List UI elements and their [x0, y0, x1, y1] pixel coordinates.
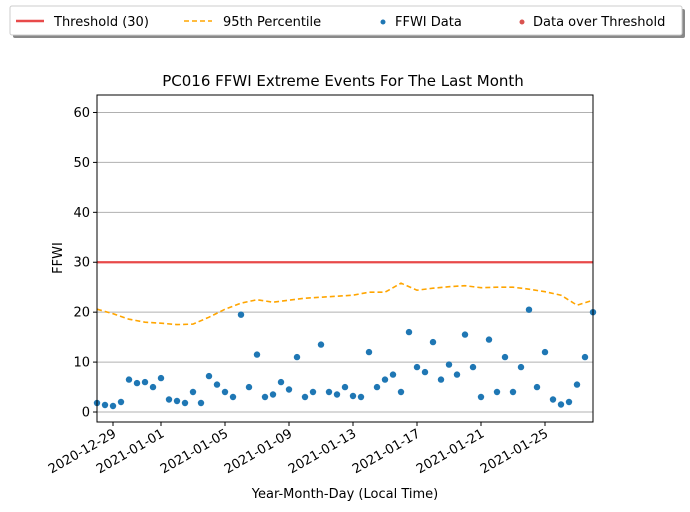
- ffwi-point: [229, 393, 237, 401]
- legend-over-threshold-swatch: [519, 19, 525, 25]
- y-tick-label: 30: [73, 256, 90, 271]
- x-tick-label: 2021-01-25: [478, 426, 551, 477]
- ffwi-point: [341, 383, 349, 391]
- percentile-series: [96, 282, 594, 326]
- ffwi-point: [101, 401, 109, 409]
- ffwi-point: [581, 353, 589, 361]
- ffwi-point: [261, 393, 269, 401]
- ffwi-point: [293, 353, 301, 361]
- ffwi-point: [437, 376, 445, 383]
- ffwi-point: [165, 396, 173, 403]
- legend-ffwi-label: FFWI Data: [395, 15, 462, 30]
- ffwi-point: [501, 353, 509, 361]
- ffwi-point: [485, 336, 493, 343]
- x-tick-label: 2021-01-13: [286, 426, 359, 477]
- ffwi-point: [397, 388, 405, 396]
- y-tick-label: 40: [73, 206, 90, 221]
- ffwi-point: [389, 371, 397, 378]
- ffwi-point: [197, 399, 205, 407]
- ffwi-point: [221, 388, 229, 396]
- ffwi-point: [245, 383, 253, 391]
- ffwi-point: [237, 311, 245, 318]
- ffwi-point: [189, 388, 197, 396]
- x-axis-ticks: 2020-12-292021-01-012021-01-052021-01-09…: [46, 422, 551, 477]
- ffwi-point: [149, 383, 157, 391]
- x-tick-label: 2021-01-21: [414, 426, 487, 477]
- x-tick-label: 2021-01-05: [158, 426, 231, 477]
- ffwi-point: [181, 399, 189, 407]
- percentile-line: [96, 282, 594, 326]
- ffwi-point: [333, 391, 341, 398]
- ffwi-point: [461, 331, 469, 338]
- ffwi-point: [549, 396, 557, 403]
- ffwi-point: [565, 398, 573, 406]
- y-axis-ticks: 0 10 20 30 40 50 60: [73, 106, 97, 421]
- legend-over-threshold-label: Data over Threshold: [533, 15, 665, 30]
- ffwi-point: [349, 392, 357, 400]
- x-axis-label: Year-Month-Day (Local Time): [251, 487, 438, 502]
- ffwi-point: [517, 363, 525, 371]
- ffwi-point: [173, 397, 181, 405]
- x-tick-label: 2021-01-09: [222, 426, 295, 477]
- ffwi-point: [525, 306, 533, 313]
- ffwi-point: [493, 388, 501, 396]
- ffwi-point: [301, 393, 309, 401]
- legend-threshold-label: Threshold (30): [53, 15, 149, 30]
- legend-ffwi-swatch: [380, 19, 386, 25]
- ffwi-point: [277, 378, 285, 386]
- ffwi-point: [213, 381, 221, 388]
- y-tick-label: 20: [73, 306, 90, 321]
- ffwi-series: [93, 306, 597, 410]
- ffwi-point: [205, 372, 213, 380]
- y-tick-label: 60: [73, 106, 90, 121]
- ffwi-point: [453, 371, 461, 378]
- ffwi-point: [357, 393, 365, 401]
- ffwi-point: [253, 351, 261, 358]
- y-axis-label: FFWI: [51, 242, 66, 274]
- y-tick-label: 10: [73, 356, 90, 371]
- plot-frame: [96, 94, 594, 423]
- ffwi-point: [157, 374, 165, 382]
- ffwi-point: [381, 376, 389, 383]
- chart-title: PC016 FFWI Extreme Events For The Last M…: [162, 72, 524, 90]
- ffwi-point: [509, 388, 517, 396]
- ffwi-point: [309, 388, 317, 396]
- ffwi-point: [373, 383, 381, 391]
- y-tick-label: 50: [73, 156, 90, 171]
- ffwi-point: [109, 402, 117, 410]
- legend-frame: [9, 5, 683, 36]
- y-tick-label: 0: [82, 406, 90, 421]
- ffwi-point: [405, 328, 413, 336]
- ffwi-point: [317, 341, 325, 348]
- ffwi-point: [533, 383, 541, 391]
- ffwi-point: [117, 398, 125, 406]
- ffwi-point: [365, 348, 373, 356]
- ffwi-point: [541, 348, 549, 356]
- ffwi-point: [285, 386, 293, 393]
- ffwi-point: [557, 401, 565, 408]
- ffwi-point: [421, 368, 429, 376]
- ffwi-point: [469, 363, 477, 371]
- ffwi-point: [477, 393, 485, 401]
- ffwi-point: [269, 391, 277, 398]
- ffwi-point: [413, 363, 421, 371]
- x-tick-label: 2021-01-17: [350, 426, 423, 477]
- ffwi-point: [429, 338, 437, 346]
- ffwi-point: [133, 379, 141, 387]
- ffwi-point: [573, 381, 581, 388]
- ffwi-point: [325, 388, 333, 396]
- ffwi-point: [445, 361, 453, 368]
- legend: Threshold (30) 95th Percentile FFWI Data…: [9, 5, 685, 38]
- ffwi-point: [125, 376, 133, 383]
- ffwi-point: [141, 378, 149, 386]
- legend-percentile-label: 95th Percentile: [223, 15, 321, 30]
